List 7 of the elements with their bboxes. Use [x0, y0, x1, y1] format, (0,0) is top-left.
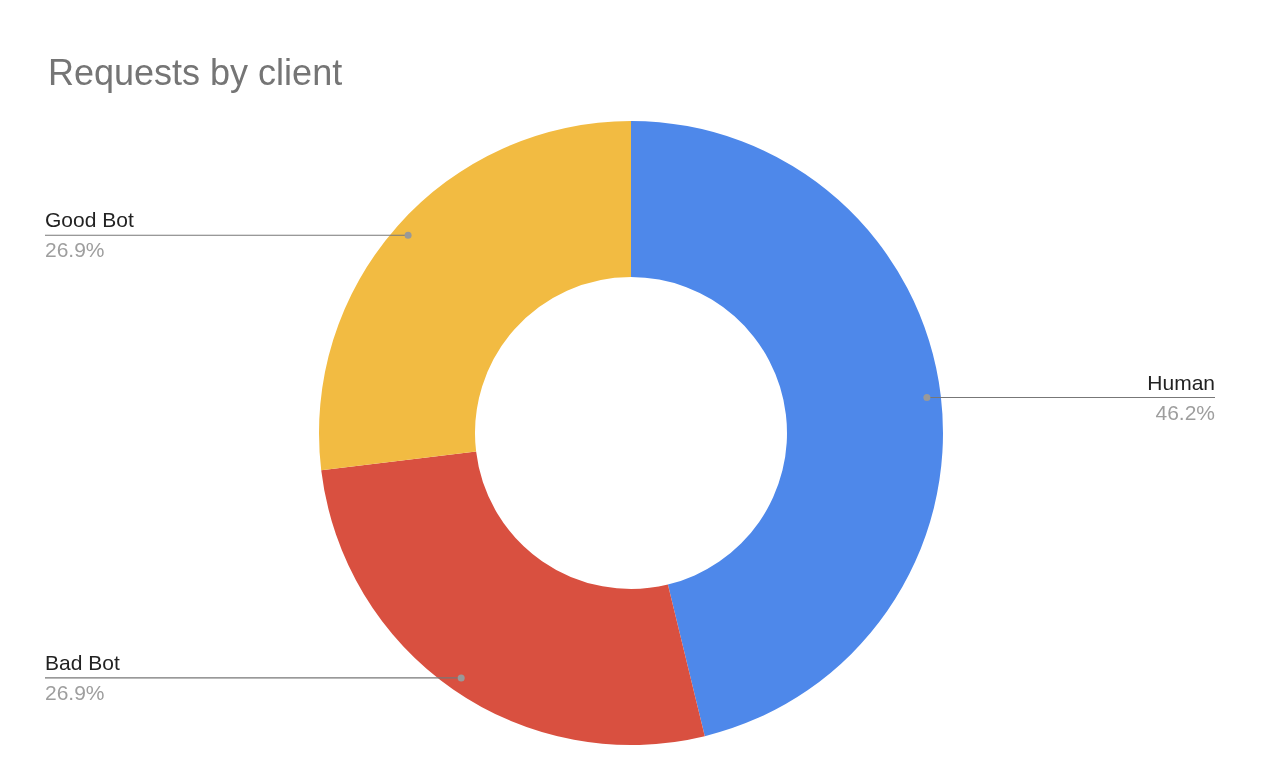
data-label: 26.9% [45, 680, 105, 704]
data-label: 46.2% [1155, 400, 1215, 424]
slice-label: Good Bot [45, 208, 134, 232]
data-label: 26.9% [45, 238, 105, 262]
slice-label: Human [1147, 370, 1215, 394]
chart-title: Requests by client [48, 52, 343, 94]
slice-label: Bad Bot [45, 650, 120, 674]
